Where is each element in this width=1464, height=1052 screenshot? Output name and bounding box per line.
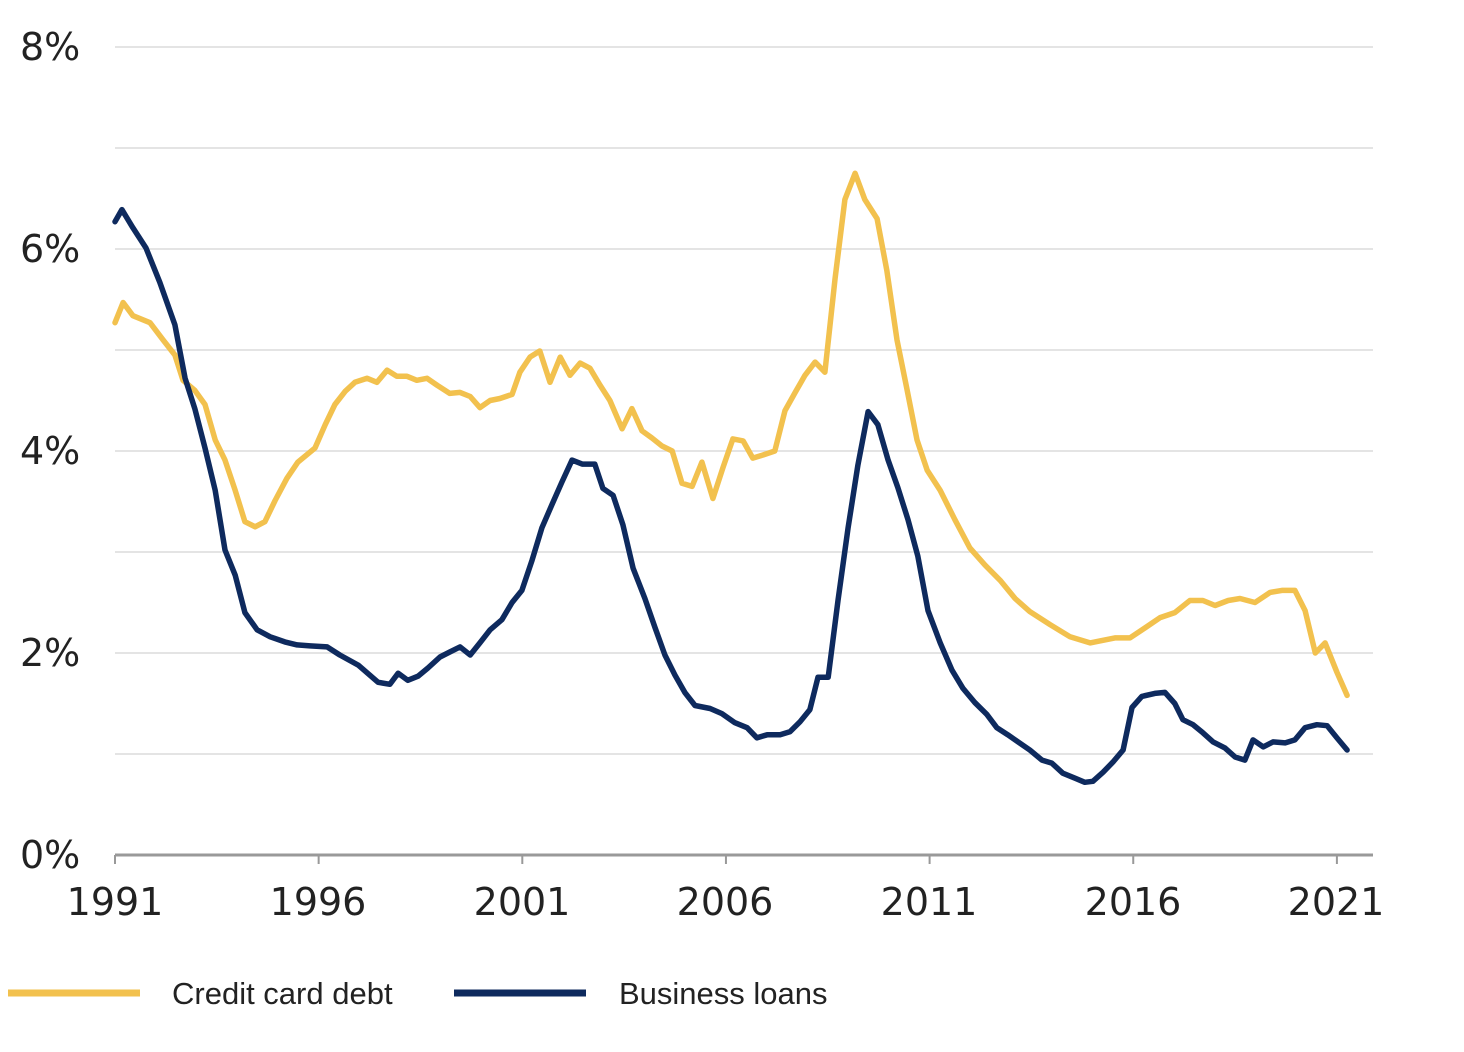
gridlines [115, 46, 1373, 755]
x-tick-label: 1991 [67, 880, 164, 924]
y-tick-label: 0% [20, 833, 80, 877]
x-tick-label: 2001 [474, 880, 571, 924]
legend-label-credit-card-debt: Credit card debt [172, 976, 393, 1011]
y-tick-label: 4% [20, 429, 80, 473]
series-line-business-loans [112, 206, 1350, 786]
x-tick-label: 2006 [677, 880, 774, 924]
x-tick-label: 2011 [881, 880, 978, 924]
x-tick-labels: 1991 1996 2001 2006 2011 2016 2021 [67, 880, 1385, 924]
x-tick-label: 2016 [1085, 880, 1182, 924]
x-tick-label: 2021 [1288, 880, 1385, 924]
y-tick-label: 2% [20, 631, 80, 675]
x-tick-label: 1996 [270, 880, 367, 924]
series-lines [112, 170, 1350, 786]
series-line-credit-card-debt [112, 170, 1350, 699]
y-tick-labels: 0% 2% 4% 6% 8% [20, 25, 80, 877]
x-tick-marks [114, 855, 1338, 864]
y-tick-label: 6% [20, 227, 80, 271]
y-tick-label: 8% [20, 25, 80, 69]
legend-label-business-loans: Business loans [619, 976, 828, 1011]
legend: Credit card debt Business loans [8, 976, 828, 1011]
